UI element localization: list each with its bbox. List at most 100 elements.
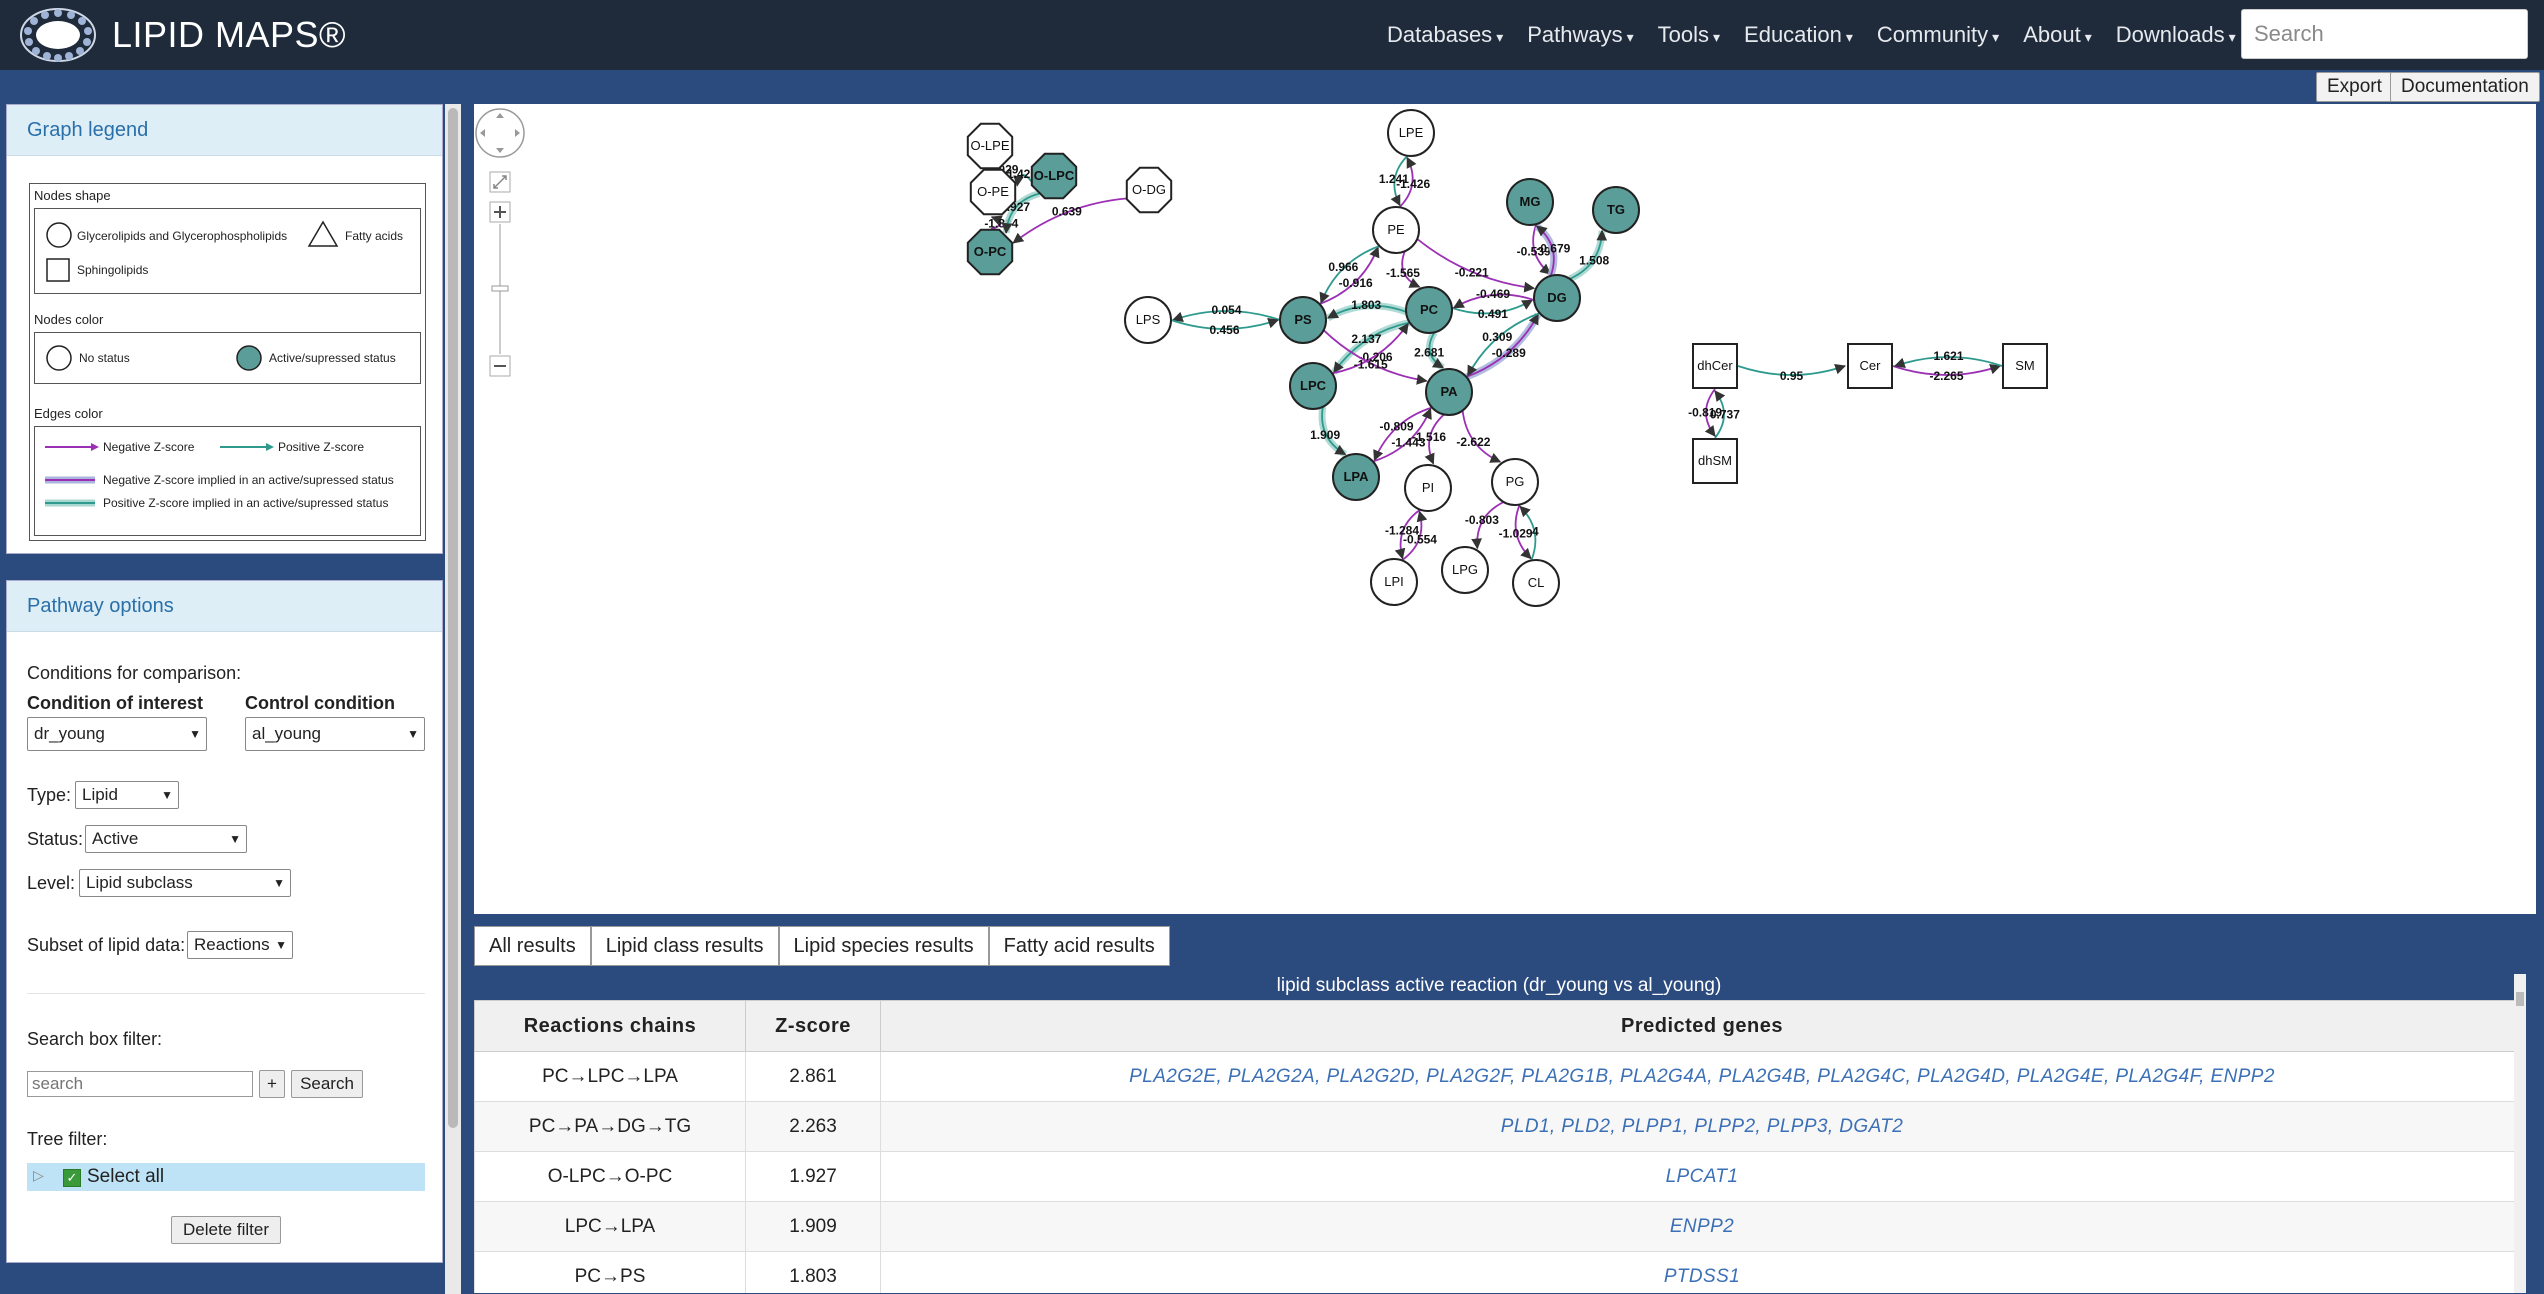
table-row[interactable]: O-LPC→O-PC 1.927 LPCAT1 [474, 1151, 2524, 1202]
edge-LPI-PI[interactable]: -0.554 [1401, 510, 1437, 562]
edge-ODG-OPC[interactable]: 0.639 [1012, 197, 1128, 244]
site-search-input[interactable] [2241, 9, 2528, 59]
edge-dhCer-dhSM[interactable]: -0.819 [1688, 388, 1722, 437]
node-OLPE[interactable]: O-LPE [966, 122, 1014, 170]
brand-title[interactable]: LIPID MAPS® [112, 14, 347, 55]
node-LPA[interactable]: LPA [1332, 453, 1380, 501]
node-TG[interactable]: TG [1592, 186, 1640, 234]
tab-fatty-acid-results[interactable]: Fatty acid results [988, 926, 1170, 966]
edge-PE-DG[interactable]: -0.221 [1416, 238, 1536, 293]
nav-community[interactable]: Community ▾ [1877, 22, 1999, 48]
filter-search-button[interactable]: Search [291, 1070, 363, 1098]
edge-PG-LPG[interactable]: -0.803 [1465, 501, 1505, 550]
scrollbar-thumb[interactable] [448, 108, 458, 1128]
zoom-slider-handle[interactable] [491, 285, 509, 292]
documentation-button[interactable]: Documentation [2390, 72, 2540, 102]
node-OPC[interactable]: O-PC [966, 228, 1014, 276]
nav-about[interactable]: About ▾ [2023, 22, 2092, 48]
nav-pathways[interactable]: Pathways ▾ [1527, 22, 1633, 48]
edge-LPC-LPA[interactable]: 1.909 [1310, 406, 1348, 458]
checkbox-checked-icon[interactable]: ✓ [63, 1169, 81, 1187]
fit-view-icon[interactable] [489, 171, 511, 193]
node-OPE[interactable]: O-PE [969, 168, 1017, 216]
edge-PE-PC[interactable]: -1.565 [1386, 250, 1421, 288]
edge-DG-PC[interactable]: -0.469 [1452, 287, 1535, 309]
node-Cer[interactable]: Cer [1847, 343, 1893, 389]
node-ODG[interactable]: O-DG [1125, 166, 1173, 214]
edge-PA-PI[interactable]: -1.516 [1412, 413, 1446, 465]
edge-PC-PA[interactable]: 2.681 [1414, 330, 1446, 371]
node-MG[interactable]: MG [1506, 178, 1554, 226]
node-dhSM[interactable]: dhSM [1692, 438, 1738, 484]
level-select[interactable]: Lipid subclass ▼ [79, 869, 291, 897]
zoom-in-icon[interactable] [489, 201, 511, 223]
edge-PS-LPS[interactable]: 0.054 [1171, 303, 1281, 323]
interest-select[interactable]: dr_young ▼ [27, 717, 207, 751]
results-scrollbar[interactable] [2514, 974, 2526, 1293]
left-scrollbar[interactable] [445, 104, 461, 1294]
pathway-graph-canvas[interactable]: -1.426 1.241 -0.539 -0.679 1.508 -0.221 -1.565… [474, 104, 2536, 914]
options-panel-title[interactable]: Pathway options [7, 581, 442, 632]
edge-Cer-SM[interactable]: -2.265 [1892, 363, 2002, 383]
nav-tools[interactable]: Tools ▾ [1658, 22, 1720, 48]
control-select[interactable]: al_young ▼ [245, 717, 425, 751]
tree-select-all[interactable]: ▷ ✓ Select all [27, 1163, 425, 1191]
edge-PS-PA[interactable]: -1.615 [1323, 329, 1428, 385]
cell-genes[interactable]: PLD1, PLD2, PLPP1, PLPP2, PLPP3, DGAT2 [880, 1101, 2524, 1152]
edge-SM-Cer[interactable]: 1.621 [1893, 349, 2003, 369]
cell-genes[interactable]: PTDSS1 [880, 1251, 2524, 1293]
col-header-chains[interactable]: Reactions chains [474, 1000, 746, 1052]
node-CL[interactable]: CL [1512, 559, 1560, 607]
node-PE[interactable]: PE [1372, 206, 1420, 254]
node-PS[interactable]: PS [1279, 296, 1327, 344]
node-dhCer[interactable]: dhCer [1692, 343, 1738, 389]
node-LPG[interactable]: LPG [1441, 546, 1489, 594]
nav-databases[interactable]: Databases ▾ [1387, 22, 1503, 48]
edge-LPA-PA[interactable]: -1.443 [1372, 407, 1432, 463]
edge-PC-DG[interactable]: 0.491 [1451, 299, 1534, 321]
node-PA[interactable]: PA [1425, 368, 1473, 416]
cell-genes[interactable]: LPCAT1 [880, 1151, 2524, 1202]
status-select[interactable]: Active ▼ [85, 825, 247, 853]
table-row[interactable]: PC→PS 1.803 PTDSS1 [474, 1251, 2524, 1293]
node-LPI[interactable]: LPI [1370, 558, 1418, 606]
lipid-maps-logo[interactable]: LIPID MAPS® [18, 6, 346, 64]
table-row[interactable]: PC→PA→DG→TG 2.263 PLD1, PLD2, PLPP1, PLP… [474, 1101, 2524, 1152]
edge-CL-PG[interactable]: 4 [1519, 505, 1539, 561]
nav-education[interactable]: Education ▾ [1744, 22, 1853, 48]
add-filter-button[interactable]: + [259, 1070, 285, 1098]
pan-control[interactable] [475, 108, 525, 158]
node-OLPC[interactable]: O-LPC [1030, 152, 1078, 200]
node-LPE[interactable]: LPE [1387, 109, 1435, 157]
node-DG[interactable]: DG [1533, 274, 1581, 322]
edge-dhCer-Cer[interactable]: 0.95 [1737, 363, 1847, 383]
nav-downloads[interactable]: Downloads ▾ [2116, 22, 2236, 48]
zoom-out-icon[interactable] [489, 355, 511, 377]
node-PG[interactable]: PG [1491, 458, 1539, 506]
edge-PE-PS[interactable]: 0.966 [1319, 245, 1380, 304]
tree-expand-icon[interactable]: ▷ [33, 1167, 44, 1183]
table-row[interactable]: PC→LPC→LPA 2.861 PLA2G2E, PLA2G2A, PLA2G… [474, 1051, 2524, 1102]
edge-PI-LPI[interactable]: -1.284 [1385, 508, 1421, 560]
tab-all-results[interactable]: All results [474, 926, 591, 966]
edge-DG-MG[interactable]: -0.679 [1534, 223, 1571, 278]
tab-lipid-species-results[interactable]: Lipid species results [778, 926, 989, 966]
table-row[interactable]: LPC→LPA 1.909 ENPP2 [474, 1201, 2524, 1252]
cell-genes[interactable]: ENPP2 [880, 1201, 2524, 1252]
edge-OPC-OPE[interactable]: -1.884 [984, 215, 1019, 230]
edge-OLPC-OPE[interactable]: 1.425 [1007, 167, 1037, 187]
col-header-zscore[interactable]: Z-score [745, 1000, 881, 1052]
edge-PC-PS[interactable]: 1.803 [1326, 298, 1408, 322]
type-select[interactable]: Lipid ▼ [75, 781, 179, 809]
edge-PA-DG[interactable]: -0.289 [1465, 312, 1542, 381]
edge-PS-PE[interactable]: -0.916 [1319, 246, 1380, 305]
cell-genes[interactable]: PLA2G2E, PLA2G2A, PLA2G2D, PLA2G2F, PLA2… [880, 1051, 2524, 1102]
scrollbar-thumb[interactable] [2516, 992, 2524, 1006]
edge-LPS-PS[interactable]: 0.456 [1170, 317, 1280, 337]
node-LPC[interactable]: LPC [1289, 362, 1337, 410]
node-PI[interactable]: PI [1404, 464, 1452, 512]
tab-lipid-class-results[interactable]: Lipid class results [590, 926, 779, 966]
node-LPS[interactable]: LPS [1124, 296, 1172, 344]
edge-LPE-PE[interactable]: 1.241 [1379, 155, 1409, 207]
